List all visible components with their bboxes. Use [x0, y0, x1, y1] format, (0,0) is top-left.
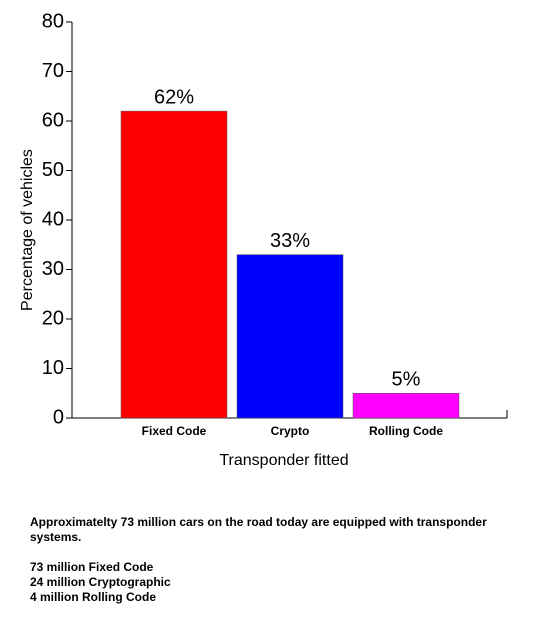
y-tick-label: 0	[53, 406, 64, 428]
y-axis-label: Percentage of vehicles	[19, 149, 36, 311]
x-axis-label: Transponder fitted	[219, 452, 348, 469]
chart: Transponder fitted Percentage of vehicle…	[19, 10, 508, 469]
y-tick-label: 70	[42, 60, 64, 82]
value-label: 33%	[270, 230, 310, 252]
notes: Approximatelty 73 million cars on the ro…	[30, 515, 490, 605]
bar	[120, 110, 228, 419]
y-tick-label: 10	[42, 357, 64, 379]
y-tick-label: 40	[42, 208, 64, 230]
x-tick-label: Crypto	[271, 424, 310, 438]
x-tick-label: Rolling Code	[369, 424, 443, 438]
value-label: 62%	[154, 86, 194, 108]
y-tick-label: 30	[42, 258, 64, 280]
notes-line: 73 million Fixed Code	[30, 560, 154, 574]
notes-line: 4 million Rolling Code	[30, 590, 156, 604]
y-tick-label: 80	[42, 10, 64, 32]
bar	[236, 254, 344, 419]
bar	[352, 393, 460, 419]
y-tick-label: 20	[42, 307, 64, 329]
notes-paragraph: Approximatelty 73 million cars on the ro…	[30, 515, 487, 544]
notes-line: 24 million Cryptographic	[30, 575, 171, 589]
y-tick-label: 50	[42, 159, 64, 181]
value-label: 5%	[392, 369, 421, 391]
x-tick-label: Fixed Code	[142, 424, 207, 438]
y-tick-label: 60	[42, 109, 64, 131]
